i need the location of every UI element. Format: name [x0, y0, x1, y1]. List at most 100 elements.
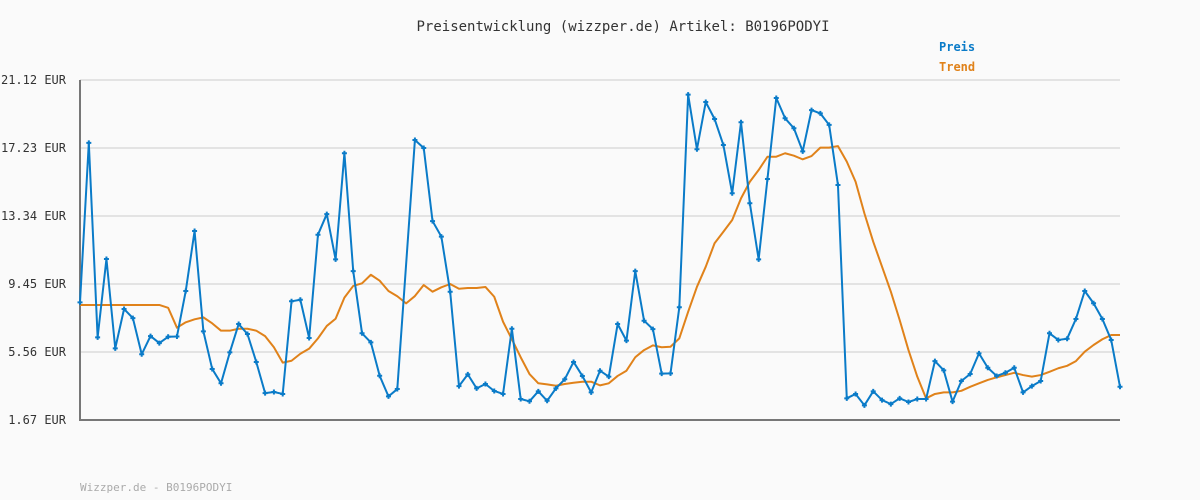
y-tick-label: 17.23 EUR	[1, 141, 67, 155]
preis-point	[236, 321, 242, 327]
preis-point	[430, 218, 436, 224]
preis-point	[1029, 383, 1035, 389]
preis-point	[112, 345, 118, 351]
preis-point	[1117, 384, 1123, 390]
preis-point	[764, 176, 770, 182]
preis-point	[659, 371, 665, 377]
preis-point	[385, 393, 391, 399]
preis-point	[165, 334, 171, 340]
preis-point	[465, 371, 471, 377]
preis-point	[738, 119, 744, 125]
preis-point	[447, 289, 453, 295]
preis-point	[703, 99, 709, 105]
preis-point	[262, 390, 268, 396]
preis-point	[174, 333, 180, 339]
preis-point	[474, 385, 480, 391]
preis-point	[1082, 288, 1088, 294]
preis-point	[518, 396, 524, 402]
preis-point	[782, 115, 788, 121]
preis-point	[835, 182, 841, 188]
y-tick-label: 21.12 EUR	[1, 73, 67, 87]
preis-point	[1038, 378, 1044, 384]
preis-point	[394, 386, 400, 392]
preis-point	[641, 318, 647, 324]
preis-point	[103, 256, 109, 262]
preis-point	[994, 373, 1000, 379]
preis-point	[941, 367, 947, 373]
preis-point	[333, 256, 339, 262]
preis-point	[632, 268, 638, 274]
preis-point	[535, 388, 541, 394]
preis-point	[1055, 337, 1061, 343]
preis-point	[1002, 370, 1008, 376]
preis-point	[571, 359, 577, 365]
preis-point	[412, 137, 418, 143]
preis-point	[800, 148, 806, 154]
preis-point	[888, 401, 894, 407]
preis-point	[227, 349, 233, 355]
preis-point	[324, 211, 330, 217]
preis-point	[1046, 330, 1052, 336]
preis-point	[694, 146, 700, 152]
preis-point	[976, 350, 982, 356]
preis-point	[597, 368, 603, 374]
preis-point	[897, 395, 903, 401]
preis-point	[553, 385, 559, 391]
preis-point	[95, 334, 101, 340]
preis-point	[209, 366, 215, 372]
preis-point	[544, 398, 550, 404]
preis-point	[368, 339, 374, 345]
preis-point	[923, 396, 929, 402]
preis-point	[350, 268, 356, 274]
preis-point	[421, 145, 427, 151]
preis-point	[526, 398, 532, 404]
preis-point	[773, 95, 779, 101]
preis-point	[130, 315, 136, 321]
chart-title: Preisentwicklung (wizzper.de) Artikel: B…	[416, 19, 830, 35]
preis-point	[156, 340, 162, 346]
preis-point	[77, 299, 83, 305]
preis-point	[1011, 365, 1017, 371]
preis-point	[729, 190, 735, 196]
preis-point	[879, 397, 885, 403]
y-tick-label: 1.67 EUR	[8, 413, 67, 427]
preis-point	[253, 359, 259, 365]
preis-point	[1073, 316, 1079, 322]
preis-point	[606, 374, 612, 380]
preis-point	[491, 388, 497, 394]
preis-point	[844, 395, 850, 401]
preis-point	[244, 331, 250, 337]
preis-point	[1099, 316, 1105, 322]
preis-point	[579, 373, 585, 379]
preis-point	[297, 297, 303, 303]
y-tick-label: 13.34 EUR	[1, 209, 67, 223]
preis-point	[306, 335, 312, 341]
preis-point	[870, 388, 876, 394]
preis-point	[121, 306, 127, 312]
y-tick-label: 9.45 EUR	[8, 277, 67, 291]
preis-point	[183, 288, 189, 294]
preis-line	[79, 93, 1121, 407]
preis-point	[500, 391, 506, 397]
y-tick-label: 5.56 EUR	[8, 345, 67, 359]
preis-point	[905, 399, 911, 405]
preis-point	[588, 389, 594, 395]
preis-point	[967, 371, 973, 377]
preis-point	[676, 304, 682, 310]
preis-point	[623, 338, 629, 344]
preis-point	[377, 373, 383, 379]
preis-point	[1091, 300, 1097, 306]
preis-point	[148, 333, 154, 339]
preis-point	[932, 358, 938, 364]
preis-point	[509, 326, 515, 332]
preis-point	[914, 396, 920, 402]
preis-point	[218, 380, 224, 386]
preis-point	[1064, 336, 1070, 342]
footer-credit: Wizzper.de - B0196PODYI	[80, 481, 233, 494]
preis-point	[289, 298, 295, 304]
preis-point	[756, 256, 762, 262]
preis-point	[139, 351, 145, 357]
trend-line	[80, 145, 1120, 400]
preis-point	[861, 402, 867, 408]
legend-trend: Trend	[939, 60, 976, 74]
